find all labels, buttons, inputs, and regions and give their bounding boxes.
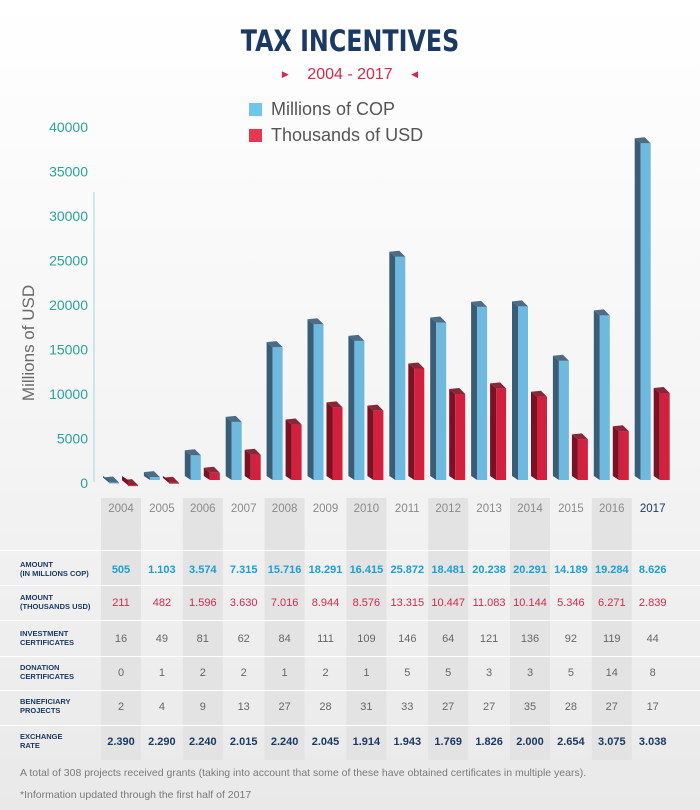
bar-cop-2011 bbox=[389, 250, 406, 480]
x-tick-label: 2005 bbox=[149, 503, 175, 515]
x-tick-label: 2017 bbox=[640, 503, 666, 515]
chart-title: TAX INCENTIVES bbox=[240, 24, 460, 58]
bar-usd-2006 bbox=[203, 466, 220, 480]
y-tick-label: 25000 bbox=[49, 253, 88, 269]
legend-label-usd: Thousands of USD bbox=[271, 124, 424, 145]
x-tick-label: 2010 bbox=[354, 503, 380, 515]
bar-usd-2005 bbox=[162, 476, 179, 484]
x-tick-label: 2006 bbox=[190, 503, 216, 515]
legend-item-cop: Millions of COP bbox=[249, 96, 423, 122]
y-tick-label: 5000 bbox=[57, 431, 88, 447]
column-shade-2010 bbox=[346, 498, 387, 760]
subtitle-row: ▶ 2004 - 2017 ◀ bbox=[0, 66, 700, 84]
column-shade-2016 bbox=[591, 498, 632, 760]
x-tick-label: 2011 bbox=[395, 503, 420, 515]
x-tick-label: 2015 bbox=[558, 503, 584, 515]
bar-series bbox=[103, 137, 670, 487]
y-tick-label: 20000 bbox=[49, 297, 88, 313]
bar-cop-2017 bbox=[634, 137, 651, 480]
column-shading bbox=[101, 498, 632, 760]
y-tick-label: 15000 bbox=[49, 342, 88, 358]
y-tick-label: 30000 bbox=[49, 208, 88, 224]
x-tick-label: 2013 bbox=[476, 503, 502, 515]
column-shade-2008 bbox=[264, 498, 305, 760]
bar-usd-2009 bbox=[326, 401, 343, 480]
bar-cop-2010 bbox=[348, 334, 365, 480]
y-tick-label: 0 bbox=[80, 475, 88, 491]
bar-usd-2013 bbox=[490, 382, 507, 480]
bar-cop-2008 bbox=[266, 341, 283, 480]
bar-cop-2015 bbox=[552, 354, 569, 480]
bar-usd-2012 bbox=[449, 388, 466, 480]
legend-swatch-usd bbox=[249, 128, 262, 142]
bar-cop-2012 bbox=[430, 316, 447, 480]
x-axis-labels: 2004 2005 2006 2007 2008 2009 2010 2011 2012 2013… bbox=[108, 503, 665, 515]
bar-cop-2014 bbox=[512, 300, 528, 480]
chart-subtitle: 2004 - 2017 bbox=[307, 66, 393, 83]
bar-cop-2007 bbox=[225, 415, 242, 480]
footnote: A total of 308 projects received grants … bbox=[20, 767, 587, 779]
legend-swatch-cop bbox=[249, 102, 262, 116]
bar-cop-2009 bbox=[307, 318, 324, 480]
x-tick-label: 2009 bbox=[313, 503, 339, 515]
column-shade-2004 bbox=[101, 498, 141, 760]
triangle-left-icon: ◀ bbox=[411, 69, 419, 79]
y-axis-label: Millions of USD bbox=[19, 285, 38, 401]
update-note: *Information updated through the first h… bbox=[20, 789, 252, 801]
x-tick-label: 2016 bbox=[599, 503, 625, 515]
x-tick-label: 2014 bbox=[517, 503, 543, 515]
bar-cop-2013 bbox=[471, 300, 488, 480]
bar-cop-2005 bbox=[143, 471, 160, 480]
column-shade-2006 bbox=[182, 498, 223, 760]
y-tick-label: 10000 bbox=[49, 386, 88, 402]
bar-usd-2011 bbox=[408, 362, 425, 480]
x-tick-label: 2012 bbox=[435, 503, 461, 515]
y-axis: 0 5000 10000 15000 20000 25000 30000 35000 40000 bbox=[49, 119, 95, 491]
bar-usd-2008 bbox=[285, 418, 302, 480]
x-tick-label: 2007 bbox=[231, 503, 257, 515]
x-tick-label: 2004 bbox=[108, 503, 134, 515]
bar-usd-2017 bbox=[653, 386, 670, 480]
bar-usd-2015 bbox=[571, 433, 588, 480]
legend-label-cop: Millions of COP bbox=[271, 98, 396, 119]
column-shade-2012 bbox=[428, 498, 469, 760]
bar-cop-2006 bbox=[184, 449, 201, 480]
y-tick-label: 40000 bbox=[49, 119, 88, 135]
bar-usd-2004 bbox=[122, 476, 138, 487]
triangle-right-icon: ▶ bbox=[281, 69, 289, 79]
legend: Millions of COP Thousands of USD bbox=[249, 96, 423, 148]
column-shade-2014 bbox=[510, 498, 550, 760]
y-tick-label: 35000 bbox=[49, 164, 88, 180]
bar-usd-2014 bbox=[531, 390, 547, 480]
bar-cop-2004 bbox=[103, 476, 119, 484]
bar-usd-2007 bbox=[244, 448, 261, 480]
bar-usd-2010 bbox=[367, 404, 384, 480]
bar-cop-2016 bbox=[593, 309, 610, 480]
x-tick-label: 2008 bbox=[272, 503, 298, 515]
bar-usd-2016 bbox=[612, 425, 629, 480]
legend-item-usd: Thousands of USD bbox=[249, 122, 423, 148]
